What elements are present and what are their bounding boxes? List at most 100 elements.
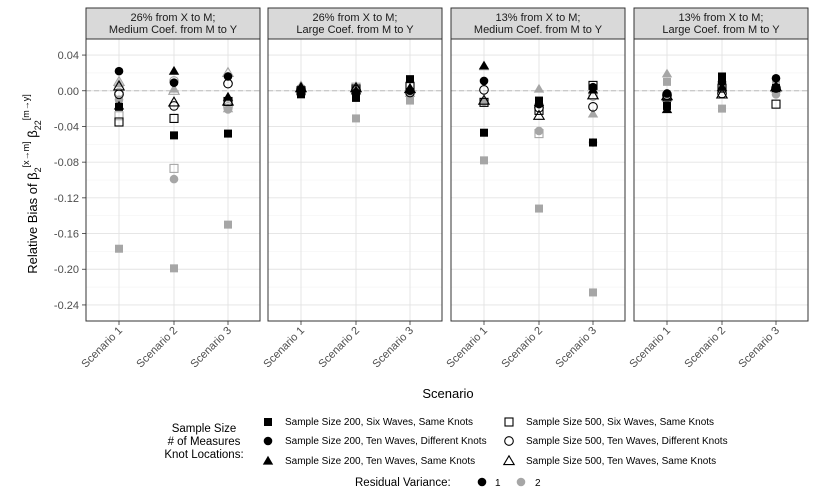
y-tick-label: -0.20 (54, 264, 79, 276)
y-tick-label: 0.00 (58, 86, 79, 98)
data-point (716, 81, 728, 91)
facet-panel-3: 13% from X to M;Medium Coef. from M to Y… (444, 7, 626, 371)
data-point (169, 113, 179, 123)
x-tick-label: Scenario 2 (682, 325, 728, 371)
data-point (718, 104, 726, 113)
y-tick-label: -0.12 (54, 193, 79, 205)
legend-symbol-square-open (504, 417, 514, 427)
y-tick-label: -0.04 (54, 121, 79, 133)
y-axis: 0.04 0.00 -0.04 -0.08 -0.12 -0.16 -0.20 -0.24 (54, 50, 86, 312)
y-tick-label: -0.24 (54, 300, 79, 312)
data-point (224, 220, 232, 229)
facet-strip-label: Large Coef. from M to Y (662, 24, 780, 36)
facet-strip-label: 26% from X to M; (313, 12, 398, 24)
facet-panel-4: 13% from X to M;Large Coef. from M to Y S… (627, 7, 809, 371)
facet-strip-label: Medium Coef. from M to Y (474, 24, 603, 36)
data-point (349, 81, 363, 93)
data-point (114, 111, 124, 121)
x-tick-label: Scenario 1 (79, 325, 125, 371)
data-point (661, 104, 673, 114)
data-point (169, 174, 179, 184)
data-point (406, 75, 414, 84)
y-tick-label: -0.08 (54, 157, 79, 169)
residual-variance-label-1: 1 (495, 478, 501, 489)
facet-strip (633, 7, 809, 40)
x-tick-label: Scenario 1 (627, 325, 673, 371)
data-point (223, 78, 233, 89)
legend-label-3: Sample Size 200, Ten Waves, Different Kn… (285, 436, 487, 447)
legend-label-4: Sample Size 500, Ten Waves, Different Kn… (526, 436, 728, 447)
data-point (533, 83, 545, 93)
data-point (168, 65, 180, 75)
facet-panel-1: 26% from X to M;Medium Coef. from M to Y… (79, 7, 261, 371)
legend-symbol-circle-open (504, 436, 514, 446)
x-tick-label: Scenario 3 (553, 325, 599, 371)
legend: Sample Size # of Measures Knot Locations… (164, 417, 727, 489)
data-point (480, 156, 488, 165)
legend-label-5: Sample Size 200, Ten Waves, Same Knots (285, 456, 475, 467)
facet-strip-label: Large Coef. from M to Y (296, 24, 414, 36)
y-title-sub1: 2 (33, 167, 43, 172)
y-title-sub2: 22 (33, 120, 43, 130)
data-point (167, 96, 181, 107)
y-tick-label: 0.04 (58, 50, 79, 62)
y-axis-title: Relative Bias of β2[x→m] β22[m→y] (21, 94, 43, 274)
data-point (112, 75, 126, 86)
data-point (660, 89, 674, 101)
data-point (404, 83, 416, 93)
residual-variance-symbol (477, 477, 487, 487)
x-tick-label: Scenario 1 (444, 325, 490, 371)
data-point (406, 96, 414, 105)
data-point (170, 264, 178, 273)
data-point (169, 78, 179, 88)
facet-strip (450, 7, 626, 40)
residual-variance-title: Residual Variance: (355, 477, 451, 489)
data-point (352, 93, 360, 102)
data-point (169, 163, 179, 173)
y-title-sup1: [x→m] (21, 141, 31, 167)
y-tick-label: -0.16 (54, 229, 79, 241)
facet-panel-2: 26% from X to M;Large Coef. from M to Y S… (261, 7, 443, 371)
data-point (534, 126, 544, 136)
x-tick-label: Scenario 2 (499, 325, 545, 371)
data-point (586, 88, 600, 100)
data-point (479, 76, 489, 86)
facet-strip-label: 13% from X to M; (496, 12, 581, 24)
y-title-main: Relative Bias of β (25, 172, 40, 273)
data-point (112, 80, 126, 91)
data-point (477, 94, 491, 105)
x-tick-label: Scenario 3 (736, 325, 782, 371)
legend-label-2: Sample Size 500, Six Waves, Same Knots (526, 417, 714, 428)
data-point (167, 84, 181, 95)
data-point (221, 95, 235, 106)
data-point (170, 131, 178, 140)
data-point (222, 103, 234, 113)
data-point (113, 100, 125, 110)
data-point (588, 101, 598, 112)
facet-strip (267, 7, 443, 40)
data-point (294, 81, 308, 93)
facet-strip-label: 13% from X to M; (679, 12, 764, 24)
y-title-sup2: [m→y] (21, 94, 31, 120)
data-point (661, 68, 673, 78)
data-point (403, 82, 417, 94)
x-tick-label: Scenario 2 (316, 325, 362, 371)
y-title-mid: β (25, 130, 40, 141)
data-point (478, 60, 490, 70)
residual-variance-symbol (516, 477, 526, 487)
legend-title-line-3: Knot Locations: (164, 449, 243, 461)
data-point (352, 114, 360, 123)
data-point (114, 66, 124, 76)
legend-symbol-circle-filled (263, 436, 273, 446)
data-point (533, 97, 545, 106)
data-point (587, 108, 599, 118)
data-point (771, 99, 781, 109)
legend-symbol-square-filled (264, 418, 272, 426)
data-point (663, 77, 671, 86)
legend-title-line-2: # of Measures (168, 436, 241, 448)
data-point (114, 117, 124, 127)
x-tick-label: Scenario 2 (134, 325, 180, 371)
legend-label-1: Sample Size 200, Six Waves, Same Knots (285, 417, 473, 428)
data-point (589, 138, 597, 147)
